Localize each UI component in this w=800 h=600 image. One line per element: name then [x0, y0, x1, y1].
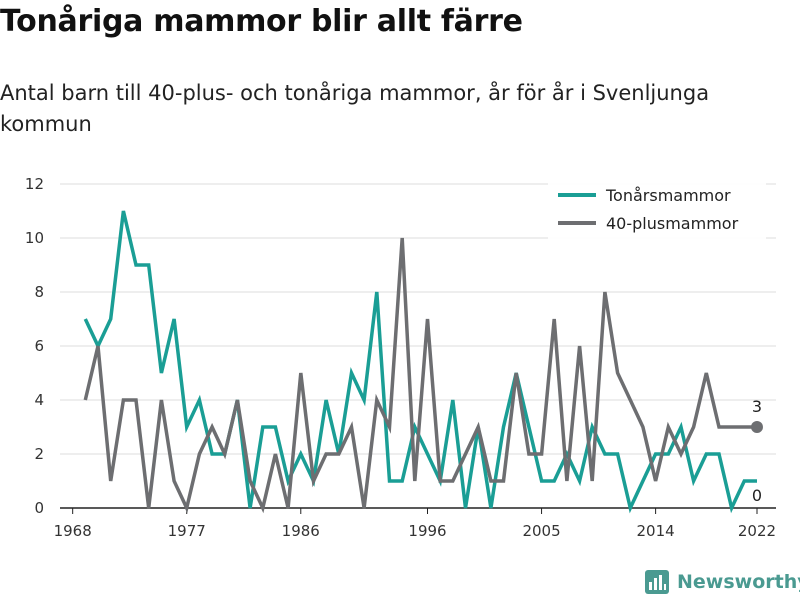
y-tick-label: 12: [25, 175, 44, 193]
chart-subtitle: Antal barn till 40-plus- och tonåriga ma…: [0, 81, 710, 136]
x-tick-label: 1968: [54, 522, 92, 540]
legend-label: 40-plusmammor: [606, 214, 739, 233]
legend: Tonårsmammor 40-plusmammor: [548, 180, 766, 240]
x-tick-label: 1996: [408, 522, 446, 540]
legend-background: [548, 180, 766, 240]
brand-logo: Newsworthy: [645, 570, 800, 594]
y-axis-ticks: 0 2 4 6 8 10 12: [25, 175, 44, 517]
series-line-40-plusmammor: [83, 237, 757, 514]
end-label-40-plusmammor: 3: [752, 397, 762, 416]
x-tick-label: 2022: [738, 522, 776, 540]
end-label-tonarsmammor: 0: [752, 486, 762, 505]
legend-label: Tonårsmammor: [605, 186, 731, 205]
x-tick-label: 2014: [637, 522, 675, 540]
series-lines: [83, 210, 757, 514]
y-tick-label: 2: [34, 445, 44, 463]
y-tick-label: 6: [34, 337, 44, 355]
newsworthy-logo-icon: [645, 570, 669, 594]
line-chart: 0 2 4 6 8 10 12 1968 1977 1986 1996 2005 2014 2022 T…: [25, 175, 776, 540]
x-tick-label: 1986: [282, 522, 320, 540]
x-tick-label: 2005: [522, 522, 560, 540]
x-tick-label: 1977: [168, 522, 206, 540]
series-line-tonarsmammor: [83, 210, 757, 514]
x-axis-ticks: 1968 1977 1986 1996 2005 2014 2022: [54, 508, 776, 540]
brand-name: Newsworthy: [677, 571, 800, 593]
y-tick-label: 4: [34, 391, 44, 409]
end-point-40-plusmammor: [750, 421, 763, 433]
y-tick-label: 0: [34, 499, 44, 517]
y-tick-label: 10: [25, 229, 44, 247]
end-markers: 03: [750, 397, 763, 505]
y-tick-label: 8: [34, 283, 44, 301]
chart-title: Tonåriga mammor blir allt färre: [0, 4, 523, 39]
